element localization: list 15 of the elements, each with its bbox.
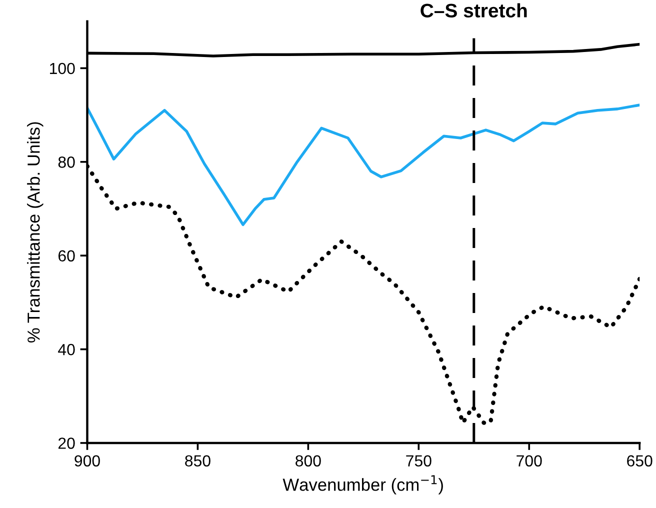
y-tick-label: 100 [50, 62, 75, 74]
y-axis-title: % Transmittance (Arb. Units) [27, 122, 44, 342]
x-tick-label: 650 [627, 455, 652, 467]
y-tick-label: 40 [58, 344, 75, 356]
x-tick-label: 750 [406, 455, 432, 467]
x-tick-label: 700 [516, 455, 542, 467]
x-tick-label: 800 [296, 455, 321, 467]
x-tick-label: 900 [74, 455, 100, 467]
ref-line-label: C–S stretch [420, 3, 527, 18]
line-series [87, 104, 640, 226]
x-tick-label: 850 [185, 455, 210, 467]
y-tick-label: 20 [58, 438, 75, 449]
y-tick-label: 60 [58, 250, 75, 262]
x-axis-title: Wavenumber (cm$^{−1}$) [282, 475, 443, 494]
y-tick-label: 80 [58, 156, 75, 168]
